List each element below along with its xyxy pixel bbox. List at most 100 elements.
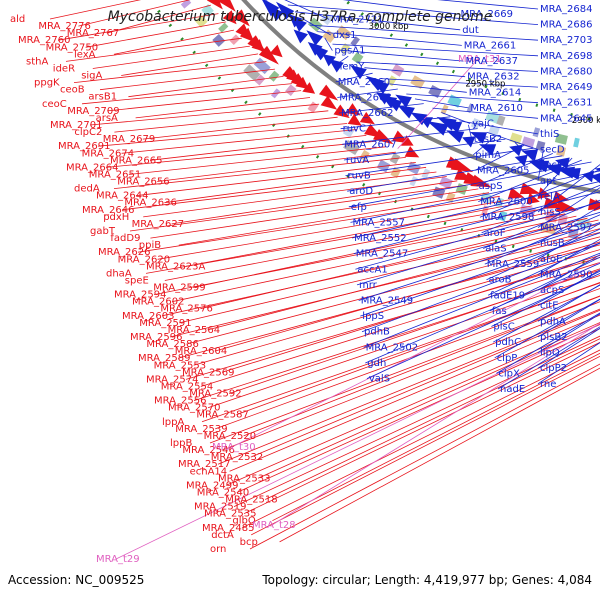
reverse-gene-arrow [470, 132, 488, 144]
forward-gene-arrow [359, 111, 375, 125]
reverse-leader-line [360, 232, 600, 317]
forward-gene-label: lppB [170, 438, 192, 449]
reverse-gene-label: MRA_2686 [540, 20, 592, 31]
reverse-gene-label: nusB [540, 238, 565, 249]
forward-gene-label: ald [10, 14, 25, 25]
reverse-leader-line [350, 170, 600, 223]
rna-leader-line [397, 58, 479, 149]
reverse-gene-label: MRA_2721 [331, 14, 383, 25]
reverse-leader-line [537, 187, 600, 228]
cog-block [488, 124, 500, 137]
cog-block [229, 34, 241, 46]
backbone-circle [241, 0, 600, 194]
reverse-gene-label: citE [540, 301, 559, 312]
reverse-gene-label: pgsA1 [334, 46, 365, 57]
reverse-leader-line [356, 61, 539, 72]
forward-leader-line [106, 4, 212, 34]
cog-block [342, 125, 355, 138]
forward-leader-line [81, 83, 293, 105]
forward-gene-label: MRA_2674 [82, 148, 134, 159]
forward-leader-line [229, 314, 600, 472]
forward-gene-label: ppgK [34, 78, 60, 89]
forward-gene-arrow [519, 182, 541, 195]
forward-gene-label: MRA_2665 [110, 155, 162, 166]
reverse-gene-arrow [266, 0, 268, 1]
forward-gene-label: ideR [53, 64, 75, 75]
reverse-gene-label: clpP2 [540, 363, 567, 374]
reverse-gene-arrow [559, 168, 581, 180]
rna-gene-label: MRA_t31 [458, 54, 502, 65]
forward-gene-arrow [302, 82, 316, 94]
reverse-gene-arrow [588, 173, 600, 182]
reverse-gene-label: hisS [540, 207, 561, 218]
reverse-gene-arrow [446, 130, 465, 143]
reverse-leader-line [363, 252, 600, 348]
cog-block [390, 166, 402, 179]
reverse-leader-line [348, 161, 592, 208]
forward-leader-line [243, 341, 600, 515]
forward-gene-label: MRA_2540 [197, 488, 249, 499]
forward-gene-label: glbO [232, 516, 255, 527]
forward-leader-line [185, 202, 522, 267]
reverse-gene-label: MRA_2502 [366, 342, 418, 353]
reverse-leader-line [489, 256, 600, 312]
cog-block [466, 103, 474, 114]
reverse-leader-line [486, 131, 539, 150]
reverse-gene-label: ruvA [346, 155, 369, 166]
reverse-leader-line [366, 273, 600, 379]
reverse-gene-arrow [543, 163, 562, 176]
reverse-gene-label: nadE [500, 384, 525, 395]
forward-leader-line [193, 249, 600, 366]
reverse-leader-line [317, 31, 462, 46]
reverse-gene-label: ruvB [348, 171, 371, 182]
forward-leader-line [85, 21, 227, 48]
reverse-leader-line [494, 298, 600, 359]
reverse-gene-label: plsB2 [540, 332, 568, 343]
reverse-gene-label: mrr [359, 280, 378, 291]
reverse-leader-line [406, 93, 539, 104]
reverse-leader-line [338, 103, 424, 114]
reverse-gene-label: pdhA [540, 316, 566, 327]
reverse-gene-arrow [376, 92, 391, 105]
forward-leader-line [161, 219, 599, 317]
forward-leader-line [99, 68, 275, 91]
reverse-gene-label: thiS [540, 129, 559, 140]
forward-leader-line [177, 244, 600, 359]
reverse-gene-label: MRA_2600 [480, 197, 532, 208]
forward-leader-line [135, 97, 311, 119]
forward-gene-label: MRA_2556 [154, 396, 206, 407]
reverse-gene-label: rne [540, 379, 556, 390]
forward-leader-line [207, 274, 600, 409]
reverse-gene-label: MRA_2607 [344, 139, 396, 150]
forward-leader-line [128, 76, 284, 98]
forward-leader-line [145, 205, 533, 274]
rna-gene-label: MRA_t30 [212, 442, 256, 453]
forward-gene-arrow [320, 95, 338, 110]
forward-gene-label: MRA_2646 [82, 205, 134, 216]
forward-gene-label: MRA_2499 [186, 480, 238, 491]
forward-gene-label: MRA_2519 [194, 502, 246, 513]
reverse-leader-line [473, 135, 497, 156]
reverse-leader-line [437, 0, 539, 10]
forward-gene-label: MRA_2592 [189, 389, 241, 400]
forward-gene-label: MRA_2602 [132, 297, 184, 308]
reverse-gene-label: lppS [362, 311, 384, 322]
rna-gene-label: MRA_t29 [96, 554, 140, 565]
reverse-leader-line [345, 147, 534, 176]
reverse-leader-line [459, 120, 539, 135]
forward-leader-line [105, 140, 377, 168]
forward-gene-label: MRA_2599 [153, 283, 205, 294]
forward-gene-arrow [470, 174, 492, 188]
reverse-gene-label: aspS [479, 181, 503, 192]
cog-block [479, 192, 492, 204]
forward-gene-arrow [345, 103, 361, 116]
forward-leader-line [179, 223, 600, 324]
reverse-gene-label: MRA_2660 [338, 77, 390, 88]
reverse-gene-label: MRA_2661 [464, 40, 516, 51]
forward-leader-line [178, 192, 490, 246]
reverse-gene-label: dut [462, 25, 479, 36]
reverse-gene-arrow [479, 144, 497, 156]
reverse-leader-line [337, 88, 398, 98]
forward-leader-line [222, 301, 600, 451]
